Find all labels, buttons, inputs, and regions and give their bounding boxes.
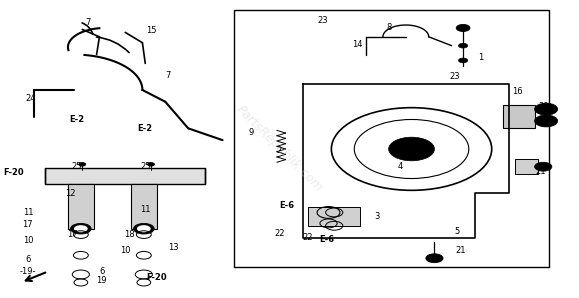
Text: 13: 13 bbox=[168, 243, 179, 252]
Text: 5: 5 bbox=[455, 227, 460, 236]
Circle shape bbox=[134, 224, 154, 234]
Text: 19: 19 bbox=[96, 276, 107, 285]
Text: 25: 25 bbox=[140, 162, 151, 171]
Circle shape bbox=[74, 225, 87, 232]
Text: 20: 20 bbox=[538, 102, 548, 111]
Text: -19-: -19- bbox=[20, 267, 36, 276]
Circle shape bbox=[148, 163, 155, 166]
Circle shape bbox=[79, 163, 86, 166]
Text: 24: 24 bbox=[25, 94, 36, 103]
Bar bbox=[309, 207, 360, 226]
Text: 12: 12 bbox=[65, 189, 76, 198]
Circle shape bbox=[137, 225, 151, 232]
Text: 22: 22 bbox=[302, 233, 313, 242]
Text: 11: 11 bbox=[140, 205, 151, 214]
Text: 23: 23 bbox=[449, 72, 460, 81]
Circle shape bbox=[534, 162, 552, 171]
Text: 18: 18 bbox=[124, 230, 135, 239]
Text: 1: 1 bbox=[478, 53, 483, 62]
Circle shape bbox=[534, 103, 558, 115]
Text: 7: 7 bbox=[85, 18, 91, 27]
Circle shape bbox=[71, 224, 91, 234]
Text: 7: 7 bbox=[166, 71, 171, 80]
Circle shape bbox=[426, 254, 443, 263]
Bar bbox=[68, 184, 94, 229]
Bar bbox=[503, 105, 534, 128]
Text: 14: 14 bbox=[352, 40, 362, 49]
Text: 6: 6 bbox=[100, 267, 105, 276]
Text: 15: 15 bbox=[146, 27, 156, 35]
Text: 21: 21 bbox=[535, 167, 545, 176]
Text: 2: 2 bbox=[276, 146, 281, 155]
Text: 10: 10 bbox=[23, 236, 33, 245]
Text: 9: 9 bbox=[248, 128, 254, 137]
Bar bbox=[515, 159, 537, 174]
Text: PartsRepublik.com: PartsRepublik.com bbox=[234, 103, 325, 195]
Text: E-6: E-6 bbox=[280, 201, 295, 209]
Text: 3: 3 bbox=[375, 212, 380, 221]
Text: 16: 16 bbox=[512, 87, 523, 96]
Text: E-2: E-2 bbox=[69, 115, 84, 124]
Bar bbox=[45, 168, 206, 184]
Circle shape bbox=[389, 137, 434, 161]
Circle shape bbox=[456, 24, 470, 32]
Text: 21: 21 bbox=[455, 246, 466, 255]
Text: F-20: F-20 bbox=[3, 168, 24, 177]
Text: 8: 8 bbox=[386, 24, 391, 32]
Text: 4: 4 bbox=[397, 162, 403, 171]
Text: F-20: F-20 bbox=[146, 273, 167, 282]
Bar bbox=[234, 10, 549, 267]
Text: 17: 17 bbox=[23, 220, 33, 229]
Circle shape bbox=[459, 58, 468, 63]
Text: 11: 11 bbox=[23, 208, 33, 217]
Text: E-6: E-6 bbox=[319, 235, 334, 243]
Circle shape bbox=[534, 115, 558, 127]
Text: 6: 6 bbox=[25, 255, 31, 264]
Text: 17: 17 bbox=[67, 230, 78, 239]
Bar bbox=[131, 184, 157, 229]
Circle shape bbox=[459, 43, 468, 48]
Text: 25: 25 bbox=[71, 162, 82, 171]
Text: 22: 22 bbox=[274, 229, 285, 238]
Text: 10: 10 bbox=[120, 246, 130, 255]
Text: 23: 23 bbox=[317, 16, 328, 25]
Text: E-2: E-2 bbox=[138, 124, 153, 133]
